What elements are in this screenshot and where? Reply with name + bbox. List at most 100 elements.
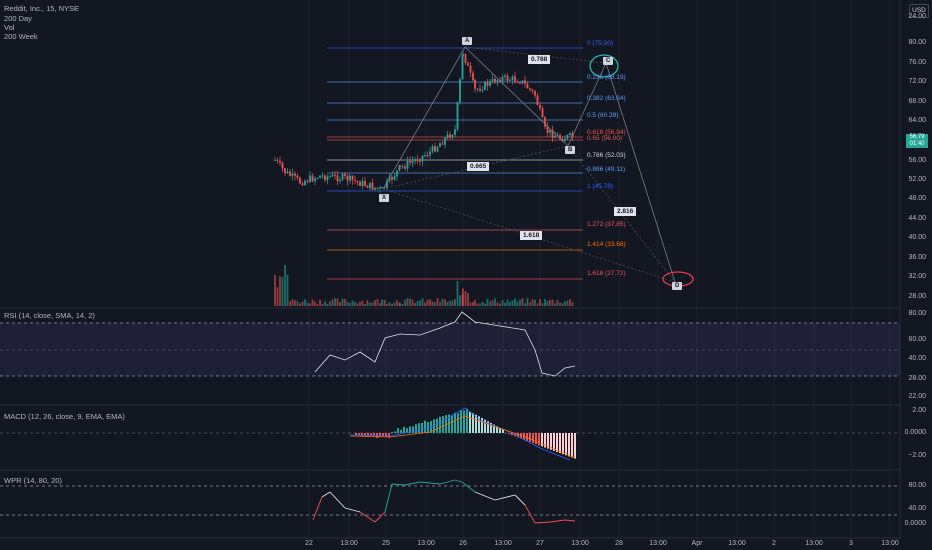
macd-histogram-bar	[511, 433, 513, 436]
indicator-vol[interactable]: Vol	[4, 23, 15, 32]
volume-bar	[449, 300, 451, 306]
macd-pane-label[interactable]: MACD (12, 26, close, 9, EMA, EMA)	[4, 412, 125, 421]
candle-body	[354, 179, 356, 181]
volume-bar	[494, 298, 496, 306]
fib-level-label[interactable]: 0.382 (63.84)	[587, 95, 626, 102]
symbol-legend[interactable]: Reddit, Inc., 15, NYSE	[4, 4, 80, 13]
fib-level-label[interactable]: 0.236 (68.19)	[587, 74, 626, 81]
volume-bar	[469, 302, 472, 306]
candle-body	[564, 138, 566, 142]
wpr-axis-label: 80.00	[908, 482, 926, 489]
candle-body	[549, 130, 551, 133]
candle-body	[294, 173, 296, 176]
rsi-pane-label[interactable]: RSI (14, close, SMA, 14, 2)	[4, 311, 95, 320]
currency-button[interactable]: USD	[909, 4, 929, 18]
pattern-point-c[interactable]: C	[603, 57, 614, 65]
volume-bar	[564, 301, 566, 306]
candle-body	[406, 160, 409, 169]
candle-body	[311, 175, 314, 182]
volume-bar	[439, 302, 441, 306]
wpr-pane-label[interactable]: WPR (14, 80, 20)	[4, 476, 62, 485]
macd-histogram-bar	[472, 413, 474, 433]
fib-level-label[interactable]: 0 (75.00)	[587, 40, 614, 47]
volume-bar	[506, 299, 509, 306]
candle-body	[393, 176, 396, 180]
candle-body	[451, 134, 454, 138]
price-axis-label: 48.00	[908, 195, 926, 202]
candle-body	[531, 89, 534, 91]
candle-body	[454, 129, 456, 135]
candle-body	[559, 135, 561, 140]
candle-body	[281, 162, 284, 169]
volume-bar	[301, 301, 304, 306]
candle-body	[279, 160, 281, 163]
volume-bar	[309, 303, 311, 306]
volume-bar	[361, 300, 364, 306]
fib-level-label[interactable]: 1.618 (27.72)	[587, 270, 626, 277]
volume-bar	[376, 298, 379, 306]
candle-body	[441, 143, 444, 145]
macd-histogram-bar	[556, 433, 558, 452]
wpr-line-segment	[461, 481, 476, 493]
ratio-xb[interactable]: 0.665	[467, 162, 490, 171]
candle-body	[304, 180, 306, 186]
pattern-point-x[interactable]: X	[379, 194, 390, 202]
candle-body	[364, 180, 366, 186]
fib-level-label[interactable]: 1.414 (33.68)	[587, 241, 626, 248]
volume-bar	[467, 293, 469, 306]
candle-body	[509, 79, 511, 81]
indicator-200-day[interactable]: 200 Day	[4, 14, 32, 23]
ratio-xd[interactable]: 1.618	[520, 231, 543, 240]
macd-histogram-bar	[406, 428, 408, 433]
macd-histogram-bar	[412, 426, 414, 433]
fib-level-label[interactable]: 1 (45.78)	[587, 183, 614, 190]
fib-level-label[interactable]: 0.65 (56.00)	[587, 135, 623, 142]
macd-histogram-bar	[391, 432, 393, 433]
volume-bar	[464, 290, 467, 306]
volume-bar	[446, 301, 449, 306]
volume-bar	[496, 302, 499, 306]
volume-bar	[369, 302, 371, 306]
macd-histogram-bar	[550, 433, 552, 450]
macd-histogram-bar	[424, 420, 426, 433]
volume-bar	[383, 300, 386, 306]
volume-bar	[489, 301, 491, 306]
candle-body	[324, 175, 326, 181]
macd-line	[349, 407, 571, 461]
fib-level-label[interactable]: 0.786 (52.03)	[587, 152, 626, 159]
wpr-line-segment	[329, 491, 346, 509]
volume-bar	[421, 298, 424, 306]
volume-bar	[284, 265, 286, 306]
price-axis-label: 72.00	[908, 78, 926, 85]
volume-bar	[364, 303, 366, 306]
candle-body	[309, 175, 311, 182]
ratio-bc[interactable]: 0.788	[528, 55, 551, 64]
candle-body	[554, 135, 556, 138]
volume-bar	[456, 281, 459, 306]
candle-body	[504, 75, 506, 77]
macd-histogram-bar	[418, 423, 420, 433]
time-axis-label: 2	[772, 540, 776, 547]
candle-body	[299, 177, 301, 184]
fib-level-label[interactable]: 0.886 (49.11)	[587, 166, 626, 173]
volume-bar	[294, 300, 296, 306]
candle-body	[301, 183, 304, 186]
rsi-axis-label: 28.00	[908, 375, 926, 382]
candle-body	[329, 176, 331, 178]
macd-histogram-bar	[460, 410, 462, 433]
candle-body	[284, 168, 286, 174]
fib-level-label[interactable]: 1.272 (37.85)	[587, 221, 626, 228]
candle-body	[371, 182, 374, 190]
indicator-200-week[interactable]: 200 Week	[4, 32, 38, 41]
pattern-point-d[interactable]: D	[672, 282, 683, 290]
ratio-cd[interactable]: 2.816	[614, 207, 637, 216]
candle-body	[369, 182, 371, 188]
fib-level-label[interactable]: 0.5 (60.39)	[587, 112, 619, 119]
volume-bar	[311, 299, 314, 306]
candle-body	[501, 76, 504, 82]
candle-body	[334, 174, 336, 176]
pattern-point-a[interactable]: A	[462, 37, 473, 45]
pattern-point-b[interactable]: B	[565, 146, 576, 154]
fib-level-label[interactable]: 0.618 (56.94)	[587, 129, 626, 136]
